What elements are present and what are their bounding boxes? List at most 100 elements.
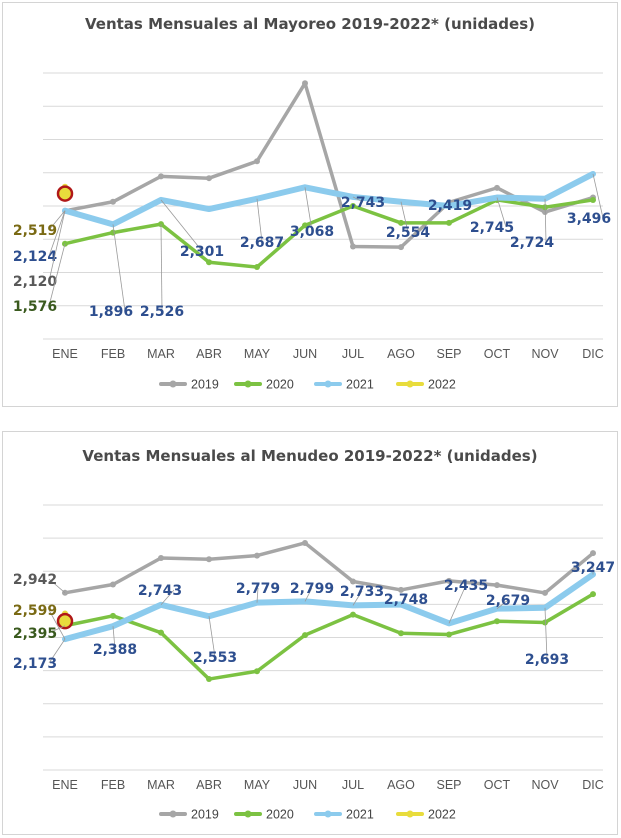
legend-item-2021: 2021 [314,378,374,392]
x-tick-label: ABR [196,347,222,361]
legend-label: 2021 [346,378,374,392]
label-leader-line [160,589,175,606]
legend-label: 2021 [346,808,374,822]
x-tick-label: SEP [436,347,461,361]
data-point-2019 [494,184,500,191]
chart-title: Ventas Mensuales al Menudeo 2019-2022* (… [82,447,537,465]
legend-marker [244,810,252,818]
data-point-2019 [398,586,404,593]
label-leader-line [544,198,547,243]
data-point-2019 [110,581,116,588]
data-point-2019 [254,552,260,559]
data-label: 2,173 [13,656,57,672]
data-point-2020 [446,631,452,638]
legend-marker [169,810,177,818]
data-point-2019 [110,198,116,205]
x-tick-label: FEB [101,778,125,792]
data-point-2020 [206,259,212,266]
data-point-2020 [542,619,548,626]
x-tick-label: SEP [436,778,461,792]
label-leader-line [48,210,66,282]
data-point-2020 [350,203,356,209]
data-point-2020 [446,219,452,226]
label-leader-line [496,197,507,228]
data-point-2019 [206,175,212,182]
data-point-2020 [110,229,116,236]
label-leader-line [352,590,363,606]
legend-item-2019: 2019 [159,378,219,392]
label-leader-line [160,199,203,252]
x-tick-label: FEB [101,347,125,361]
data-label: 2,743 [138,583,182,599]
data-point-2019 [302,80,308,87]
legend-item-2022: 2022 [396,378,456,392]
legend-item-2019: 2019 [159,808,219,822]
data-point-2020 [590,591,596,598]
legend-marker [406,810,414,818]
legend-label: 2022 [428,378,456,392]
legend-label: 2020 [266,808,294,822]
data-point-2020 [398,630,404,637]
label-leader-line [256,587,259,603]
series-line-2021 [62,170,596,228]
label-leader-line [592,173,604,219]
data-label: 2,687 [240,235,284,251]
data-label: 2,519 [13,223,57,239]
data-point-2019 [350,243,356,250]
data-label: 2,799 [290,581,334,597]
data-label: 2,419 [428,198,472,214]
data-point-2019 [590,550,596,557]
data-label: 2,693 [525,652,569,668]
label-leader-line [544,607,548,660]
data-point-2020 [302,632,308,639]
data-label: 2,743 [341,195,385,211]
series-line-2021 [62,571,596,643]
label-leader-line [304,587,313,602]
data-label: 2,395 [13,626,57,642]
data-label: 2,124 [13,249,58,265]
series-line-2020 [63,592,595,681]
label-leader-line [400,201,409,233]
label-leader-line [48,578,66,594]
chart-title: Ventas Mensuales al Mayoreo 2019-2022* (… [85,15,535,33]
data-label: 1,896 [89,304,133,320]
data-label: 3,247 [571,560,615,576]
legend-label: 2019 [191,808,219,822]
data-label: 2,526 [140,304,184,320]
data-point-2020 [206,676,212,683]
data-label: 3,068 [290,224,334,240]
data-point-2019 [398,244,404,251]
legend-item-2020: 2020 [234,808,294,822]
data-point-2019 [254,158,260,165]
x-tick-label: OCT [484,778,511,792]
data-label: 2,745 [470,220,514,236]
label-leader-line [256,198,263,243]
data-point-2019 [494,582,500,589]
data-label: 2,733 [340,584,384,600]
x-tick-label: NOV [531,778,559,792]
x-tick-label: MAY [244,347,271,361]
legend-marker [406,380,414,388]
label-leader-line [48,210,66,231]
x-tick-label: AGO [387,347,415,361]
data-point-2019 [206,556,212,563]
label-leader-line [48,243,66,307]
data-label: 2,599 [13,603,57,619]
series-line-2019 [63,541,595,595]
legend-marker [324,380,332,388]
x-tick-label: OCT [484,347,511,361]
label-leader-line [48,210,66,257]
data-point-2020 [110,612,116,619]
data-point-2022 [56,612,74,630]
data-label: 1,576 [13,299,57,315]
data-point-2019 [158,173,164,180]
chart-mayoreo: Ventas Mensuales al Mayoreo 2019-2022* (… [13,15,611,392]
data-point-2020 [158,629,164,636]
x-tick-label: ENE [52,778,78,792]
label-leader-line [448,584,467,624]
data-label: 2,724 [510,235,555,251]
series-line-2020 [63,198,595,269]
data-label: 2,779 [236,581,280,597]
label-leader-line [160,224,163,312]
x-tick-label: MAY [244,778,271,792]
